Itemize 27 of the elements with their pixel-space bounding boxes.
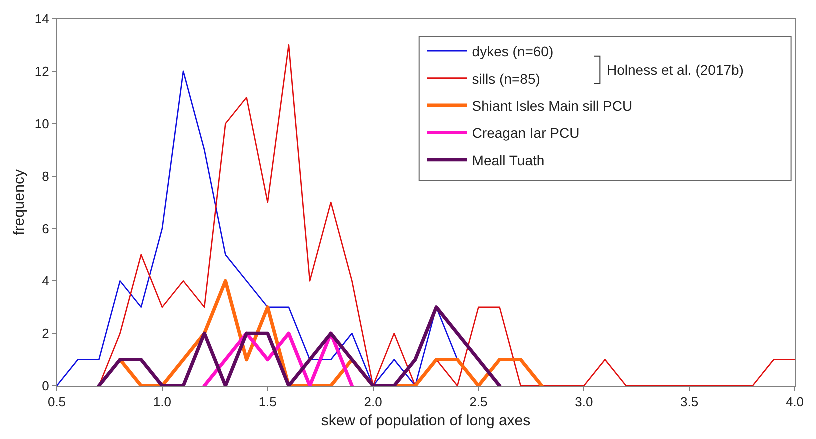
y-tick-label: 12	[34, 64, 50, 79]
legend-label: Shiant Isles Main sill PCU	[472, 98, 633, 114]
x-tick-label: 2.5	[470, 394, 488, 410]
legend-label: Meall Tuath	[472, 152, 545, 168]
legend-label: dykes (n=60)	[472, 44, 554, 60]
y-tick-label: 10	[34, 116, 50, 132]
y-axis-title: frequency	[11, 169, 28, 236]
x-tick-label: 3.5	[680, 394, 699, 410]
x-tick-label: 3.0	[575, 394, 594, 410]
x-tick-label: 2.0	[364, 394, 382, 410]
y-tick-label: 14	[34, 12, 50, 27]
y-tick-label: 8	[42, 168, 50, 184]
y-tick-label: 6	[42, 221, 50, 236]
line-series	[98, 44, 795, 386]
annotation: Holness et al. (2017b)	[607, 62, 744, 78]
y-tick-label: 0	[42, 378, 50, 394]
line-series	[57, 70, 458, 386]
x-tick-label: 4.0	[786, 394, 804, 410]
x-tick-label: 0.5	[48, 394, 66, 410]
x-axis-title: skew of population of long axes	[321, 412, 531, 430]
y-tick-label: 2	[42, 326, 50, 342]
x-tick-label: 1.5	[258, 394, 277, 410]
y-tick-label: 4	[42, 274, 50, 289]
x-tick-label: 1.0	[153, 394, 172, 410]
line-series	[97, 306, 502, 386]
legend-label: sills (n=85)	[472, 70, 540, 87]
legend-label: Creagan Iar PCU	[472, 125, 580, 142]
